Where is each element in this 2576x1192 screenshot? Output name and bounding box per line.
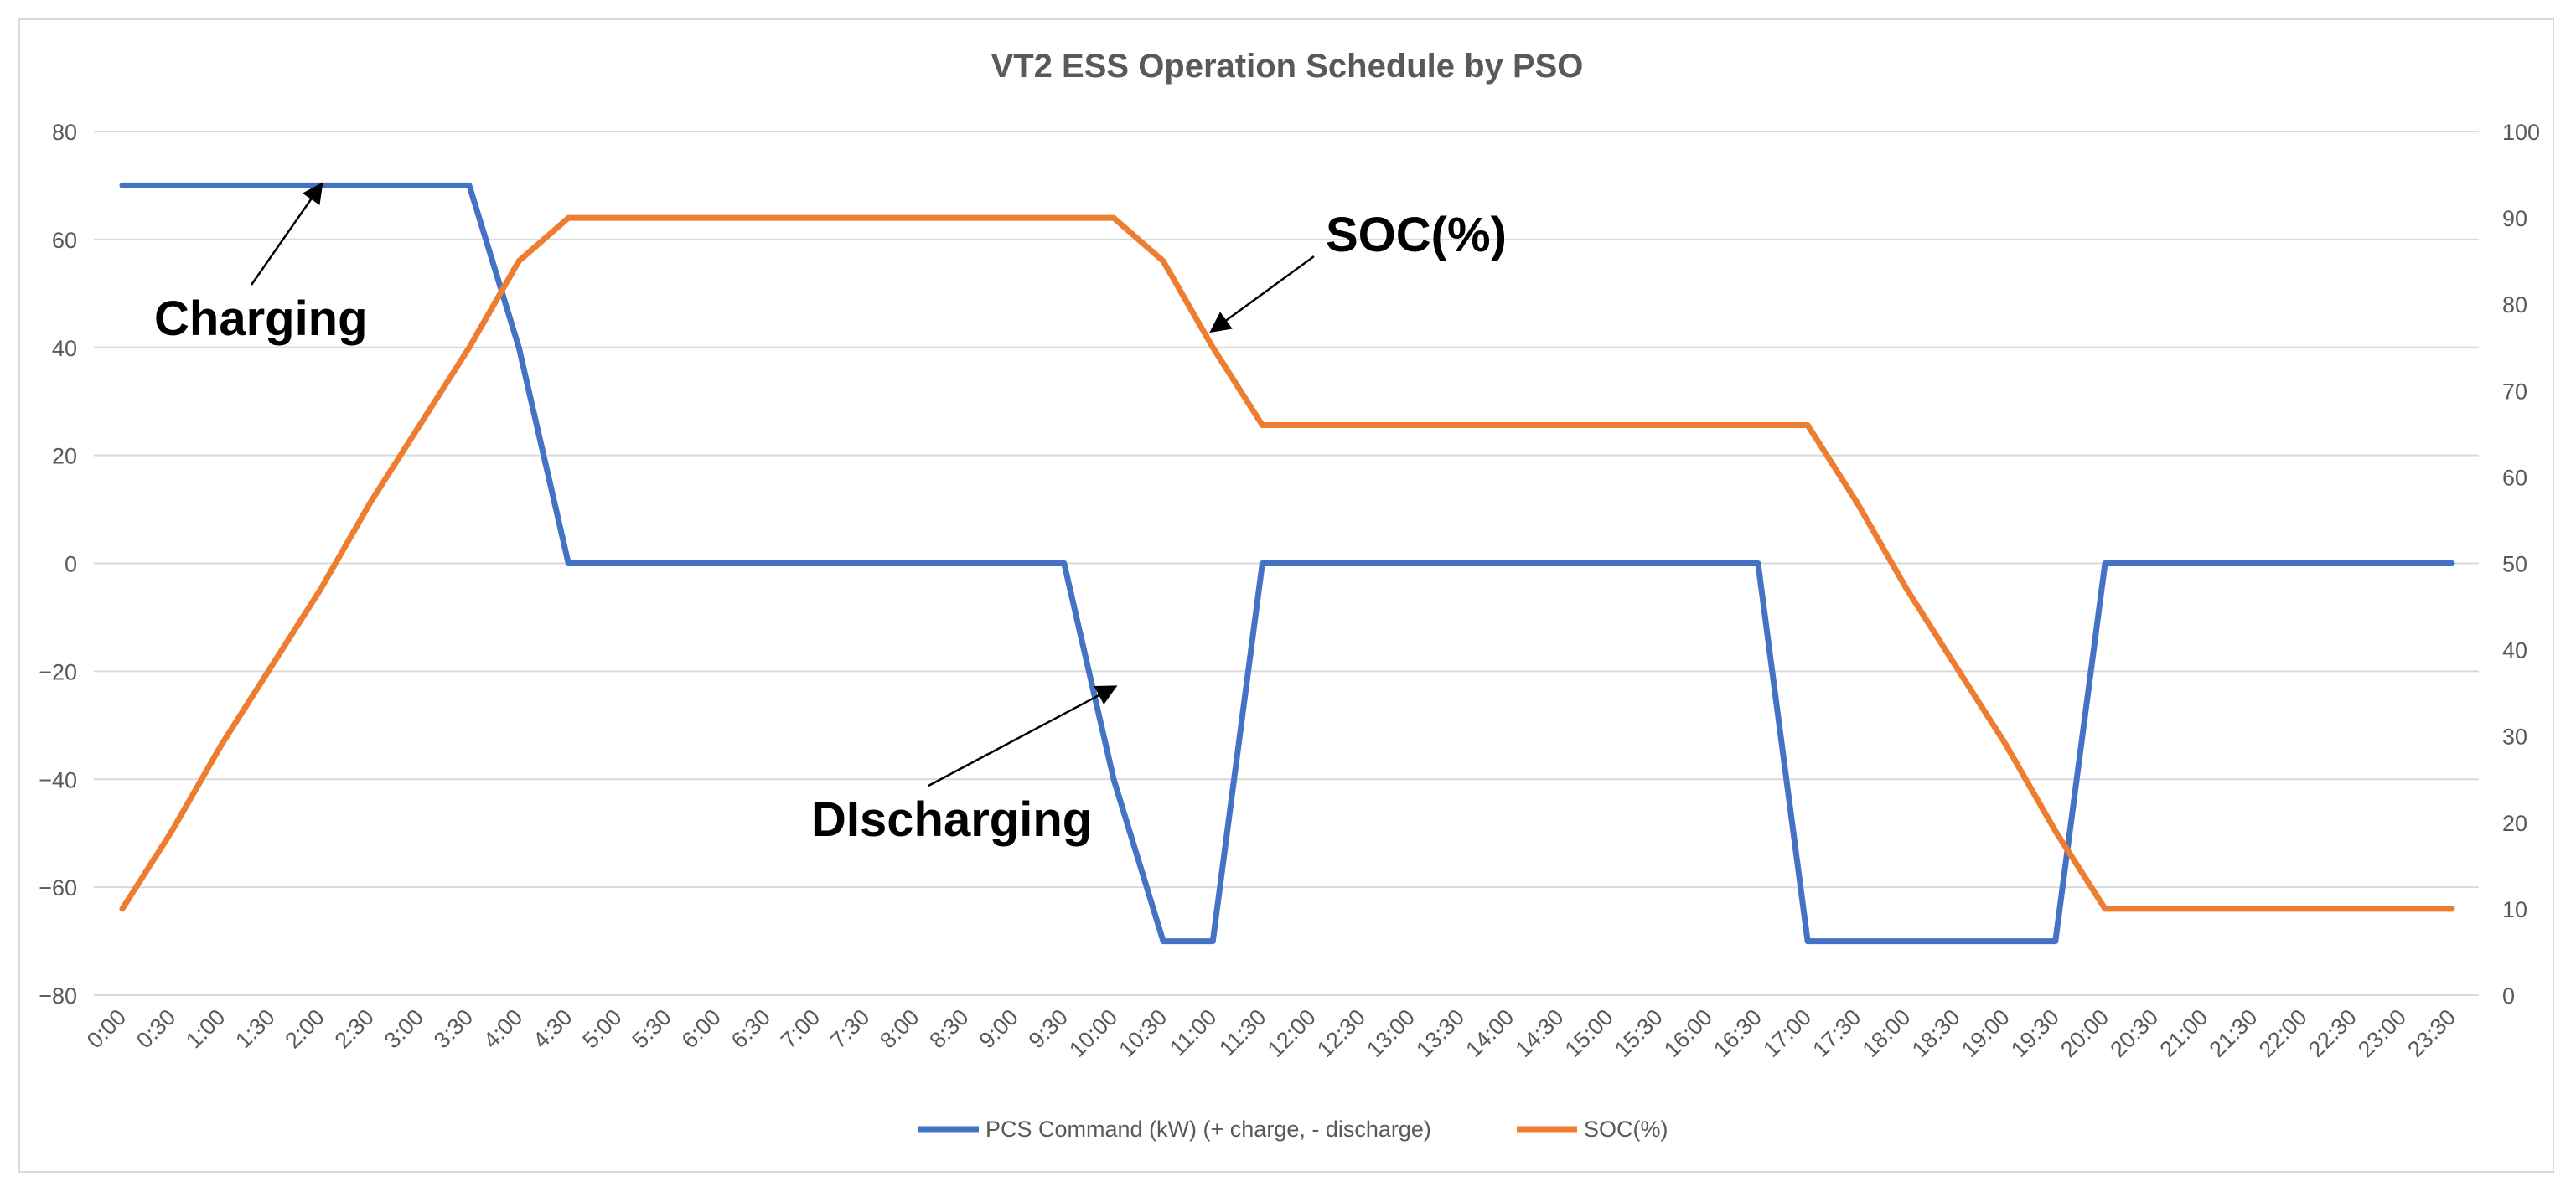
annotation-arrow [928, 685, 1118, 787]
annotation-layer: Charging SOC(%) DIscharging [154, 182, 1507, 847]
x-axis-tick-label: 2:30 [330, 1004, 379, 1053]
x-axis-tick-label: 7:00 [776, 1004, 825, 1053]
x-axis-tick-label: 1:30 [230, 1004, 279, 1053]
x-axis-tick-label: 15:00 [1560, 1004, 1618, 1062]
right-axis-tick-label: 90 [2502, 206, 2527, 231]
left-axis-tick-label: −40 [39, 767, 77, 792]
legend-label-soc: SOC(%) [1584, 1117, 1668, 1142]
right-axis-tick-label: 80 [2502, 292, 2527, 317]
x-axis-tick-label: 4:00 [478, 1004, 527, 1053]
x-axis-tick-label: 21:00 [2154, 1004, 2212, 1062]
x-axis-tick-label: 13:30 [1411, 1004, 1469, 1062]
x-axis-tick-label: 14:30 [1511, 1004, 1569, 1062]
x-axis-tick-label: 2:00 [280, 1004, 328, 1053]
x-axis-tick-label: 18:00 [1858, 1004, 1916, 1062]
left-axis-tick-label: −60 [39, 875, 77, 900]
series-layer [119, 182, 2455, 945]
x-axis-tick-label: 15:30 [1610, 1004, 1668, 1062]
legend-label-pcs-command: PCS Command (kW) (+ charge, - discharge) [985, 1117, 1431, 1142]
x-axis-tick-label: 19:30 [2006, 1004, 2064, 1062]
x-axis-tick-label: 11:30 [1214, 1004, 1271, 1061]
x-axis-tick-label: 17:30 [1808, 1004, 1865, 1062]
x-axis-tick-label: 0:30 [132, 1004, 180, 1053]
x-axis-tick-label: 1:00 [181, 1004, 230, 1053]
legend: PCS Command (kW) (+ charge, - discharge)… [918, 1117, 1668, 1142]
x-axis-tick-label: 19:00 [1957, 1004, 2015, 1062]
x-axis-tick-label: 17:00 [1758, 1004, 1816, 1062]
right-axis-tick-label: 100 [2502, 120, 2540, 145]
right-axis-tick-label: 60 [2502, 465, 2527, 490]
left-axis-tick-label: −80 [39, 983, 77, 1009]
x-axis-tick-label: 3:00 [380, 1004, 428, 1053]
x-axis-tick-label: 16:30 [1709, 1004, 1766, 1062]
x-axis-ticks: 0:00 0:30 1:00 1:30 2:00 2:30 3:00 3:30 4:00 4:30… [82, 1004, 2460, 1062]
x-axis-tick-label: 9:00 [975, 1004, 1023, 1053]
x-axis-tick-label: 22:00 [2254, 1004, 2312, 1062]
x-axis-tick-label: 13:00 [1362, 1004, 1420, 1062]
x-axis-tick-label: 6:00 [677, 1004, 726, 1053]
left-axis-ticks: 80 60 40 20 0 −20 −40 −60 −80 [39, 120, 77, 1009]
right-axis-tick-label: 0 [2502, 983, 2515, 1009]
series-line-soc [119, 214, 2455, 912]
x-axis-tick-label: 8:30 [924, 1004, 973, 1053]
left-axis-tick-label: 0 [65, 552, 77, 577]
x-axis-tick-label: 20:00 [2056, 1004, 2113, 1062]
right-axis-tick-label: 40 [2502, 638, 2527, 663]
right-axis-tick-label: 20 [2502, 811, 2527, 836]
gridlines [94, 131, 2479, 996]
x-axis-tick-label: 5:30 [628, 1004, 676, 1053]
x-axis-tick-label: 16:00 [1659, 1004, 1717, 1062]
annotation-label: SOC(%) [1326, 208, 1507, 262]
right-axis-tick-label: 70 [2502, 379, 2527, 404]
x-axis-tick-label: 22:30 [2304, 1004, 2361, 1062]
left-axis-tick-label: 60 [52, 228, 77, 253]
x-axis-tick-label: 18:30 [1907, 1004, 1965, 1062]
x-axis-tick-label: 11:00 [1165, 1004, 1222, 1061]
x-axis-tick-label: 0:00 [82, 1004, 131, 1053]
right-axis-tick-label: 10 [2502, 897, 2527, 922]
x-axis-tick-label: 8:00 [875, 1004, 923, 1053]
x-axis-tick-label: 5:00 [577, 1004, 626, 1053]
left-axis-tick-label: 80 [52, 120, 77, 145]
right-axis-tick-label: 50 [2502, 552, 2527, 577]
annotation-arrow [1209, 255, 1315, 333]
x-axis-tick-label: 23:00 [2353, 1004, 2411, 1062]
left-axis-tick-label: 40 [52, 336, 77, 361]
chart-frame [18, 18, 2554, 1173]
left-axis-tick-label: −20 [39, 659, 77, 684]
x-axis-tick-label: 20:30 [2105, 1004, 2163, 1062]
annotation-label: Charging [154, 292, 368, 346]
x-axis-tick-label: 14:00 [1461, 1004, 1518, 1062]
x-axis-tick-label: 23:30 [2403, 1004, 2460, 1062]
series-line-pcs-command [119, 182, 2455, 945]
left-axis-tick-label: 20 [52, 444, 77, 469]
x-axis-tick-label: 21:30 [2205, 1004, 2263, 1062]
x-axis-tick-label: 6:30 [727, 1004, 775, 1053]
annotation-arrow [250, 182, 323, 286]
x-axis-tick-label: 12:00 [1263, 1004, 1321, 1062]
chart-title: VT2 ESS Operation Schedule by PSO [991, 48, 1584, 85]
annotation-label: DIscharging [811, 792, 1092, 847]
x-axis-tick-label: 3:30 [429, 1004, 478, 1053]
x-axis-tick-label: 12:30 [1312, 1004, 1370, 1062]
right-axis-tick-label: 30 [2502, 725, 2527, 750]
x-axis-tick-label: 10:00 [1064, 1004, 1122, 1062]
x-axis-tick-label: 10:30 [1114, 1004, 1172, 1062]
x-axis-tick-label: 4:30 [528, 1004, 577, 1053]
x-axis-tick-label: 7:30 [825, 1004, 874, 1053]
